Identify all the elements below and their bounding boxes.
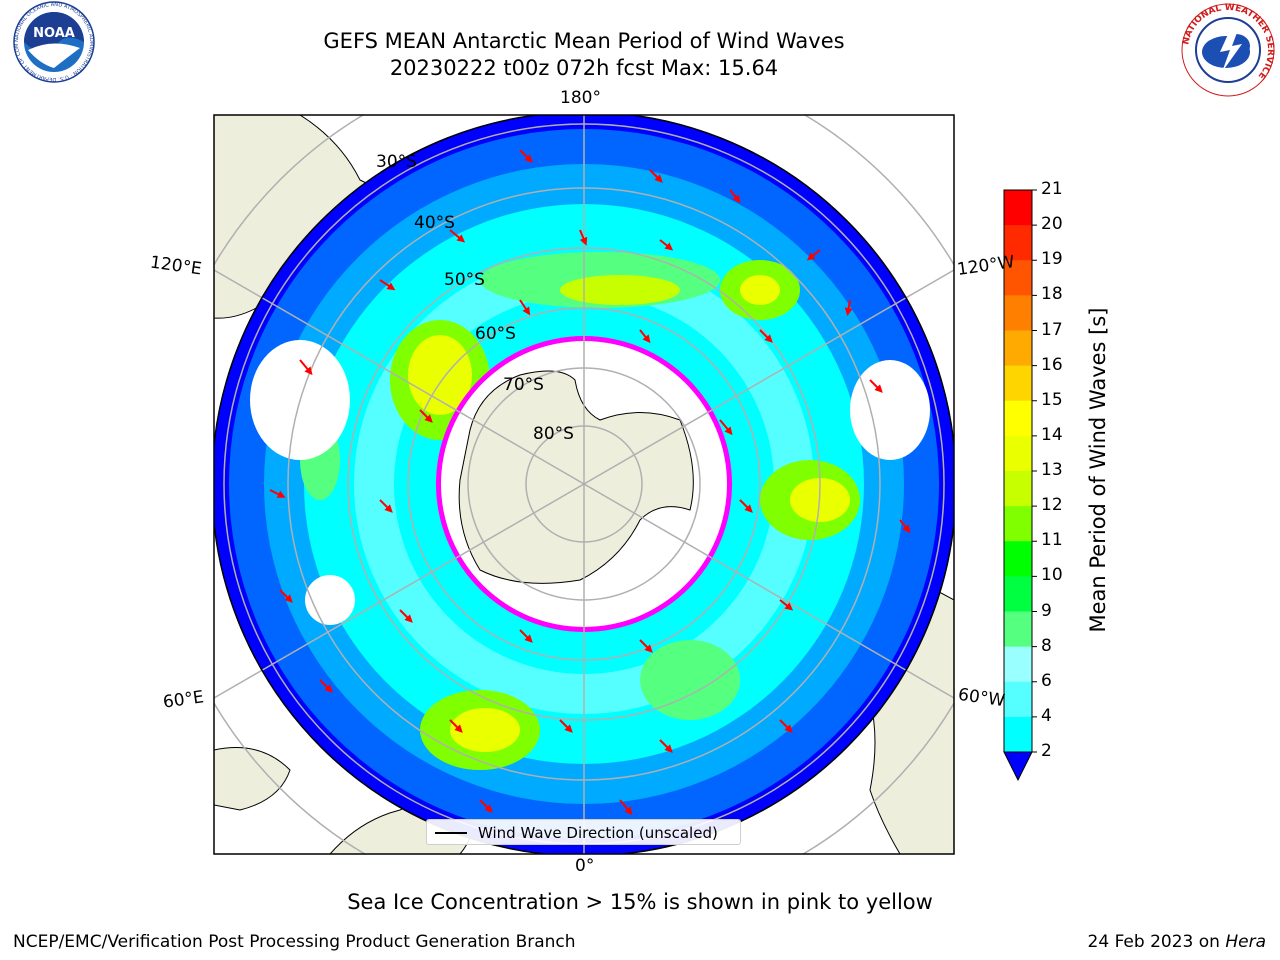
nws-logo: NATIONAL WEATHER SERVICE	[1181, 3, 1275, 97]
colorbar-tick-label: 18	[1041, 284, 1063, 305]
colorbar-segment	[1004, 506, 1032, 542]
colorbar-segment	[1004, 541, 1032, 577]
colorbar-extend-arrow	[1003, 751, 1033, 782]
colorbar-tick-label: 4	[1041, 705, 1052, 726]
lon-label-0: 0°	[575, 856, 595, 876]
colorbar-tick-label: 2	[1041, 741, 1052, 761]
colorbar	[1003, 189, 1037, 782]
colorbar-segment	[1004, 471, 1032, 507]
lat-label-60s: 60°S	[475, 324, 516, 344]
colorbar-segment	[1004, 681, 1032, 718]
lat-label-80s: 80°S	[533, 424, 574, 444]
wave-arrows	[269, 149, 911, 816]
lat-label-70s: 70°S	[503, 375, 544, 395]
africa-outline	[214, 747, 291, 811]
plot-title: GEFS MEAN Antarctic Mean Period of Wind …	[323, 29, 845, 53]
sea-ice-note: Sea Ice Concentration > 15% is shown in …	[347, 890, 933, 914]
lat-label-50s: 50°S	[444, 270, 485, 290]
noaa-logo: NOAA NATIONAL OCEANIC AND ATMOSPHERIC AD…	[2, 0, 95, 83]
colorbar-title: Mean Period of Wind Waves [s]	[1086, 307, 1110, 633]
colorbar-tick-label: 6	[1041, 670, 1052, 691]
colorbar-segment	[1004, 225, 1032, 261]
colorbar-tick-label: 11	[1041, 530, 1063, 551]
legend-label: Wind Wave Direction (unscaled)	[478, 824, 718, 842]
colorbar-tick-label: 14	[1041, 424, 1063, 445]
colorbar-segment	[1004, 190, 1032, 226]
colorbar-segment	[1004, 400, 1032, 437]
colorbar-tick-label: 17	[1041, 319, 1063, 340]
colorbar-tick-label: 21	[1041, 179, 1063, 199]
colorbar-tick-label: 9	[1041, 600, 1052, 621]
colorbar-segment	[1004, 646, 1032, 683]
colorbar-tick-label: 10	[1041, 565, 1063, 586]
colorbar-tick-label: 8	[1041, 635, 1052, 656]
colorbar-segment	[1004, 260, 1032, 296]
footer-credit: NCEP/EMC/Verification Post Processing Pr…	[13, 932, 576, 952]
lat-label-40s: 40°S	[414, 213, 455, 233]
lat-label-30s: 30°S	[376, 152, 417, 172]
colorbar-segment	[1004, 365, 1032, 402]
colorbar-segment	[1004, 716, 1032, 753]
colorbar-tick-label: 20	[1041, 214, 1063, 235]
footer-date: 24 Feb 2023 on Hera	[1087, 932, 1266, 952]
noaa-logo-text: NOAA	[33, 26, 75, 41]
colorbar-segment	[1004, 576, 1032, 612]
colorbar-segment	[1004, 611, 1032, 648]
lon-label-180: 180°	[560, 88, 601, 108]
footer-machine: Hera	[1225, 932, 1266, 952]
antarctica-outline	[458, 370, 694, 584]
colorbar-tick-label: 19	[1041, 249, 1063, 270]
legend-line-sample	[435, 832, 467, 834]
colorbar-tick-label: 13	[1041, 460, 1063, 480]
colorbar-segment	[1004, 295, 1032, 331]
colorbar-tick-label: 12	[1041, 495, 1063, 516]
colorbar-segment	[1004, 435, 1032, 472]
colorbar-tick-label: 15	[1041, 389, 1063, 410]
colorbar-segment	[1004, 330, 1032, 367]
map-legend: Wind Wave Direction (unscaled)	[426, 819, 741, 845]
colorbar-tick-label: 16	[1041, 354, 1063, 375]
plot-subtitle: 20230222 t00z 072h fcst Max: 15.64	[389, 56, 779, 80]
